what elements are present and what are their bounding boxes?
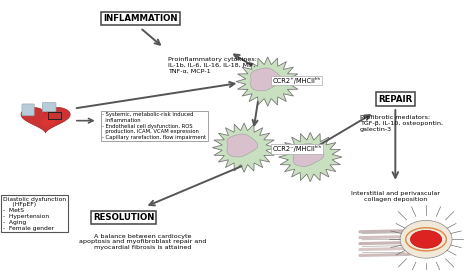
Polygon shape [227,134,258,157]
Text: CCR2⁺/MHCIIʰʰ: CCR2⁺/MHCIIʰʰ [273,77,320,84]
Text: Profibrotic mediators:
TGF-β, IL-10, osteopontin,
galectin-3: Profibrotic mediators: TGF-β, IL-10, ost… [360,115,443,132]
Polygon shape [212,123,276,172]
Text: RESOLUTION: RESOLUTION [93,213,154,222]
FancyBboxPatch shape [42,103,56,112]
Text: A balance between cardiocyte
apoptosis and myofibroblast repair and
myocardial f: A balance between cardiocyte apoptosis a… [79,234,206,250]
Text: INFLAMMATION: INFLAMMATION [103,14,177,23]
Polygon shape [21,108,70,133]
Text: Proinflammatory cytokines:
IL-1b, IL-6, IL-16, IL-18, MIF,
TNF-α, MCP-1: Proinflammatory cytokines: IL-1b, IL-6, … [168,57,257,74]
Polygon shape [279,133,342,182]
Text: Diastolic dysfunction
     (HFpEF)
-  MetS
-  Hypertension
-  Aging
-  Female ge: Diastolic dysfunction (HFpEF) - MetS - H… [3,197,66,231]
Circle shape [41,118,55,126]
Polygon shape [293,143,324,166]
Polygon shape [400,220,452,258]
FancyBboxPatch shape [22,104,34,116]
Text: Interstitial and perivascular
collagen deposition: Interstitial and perivascular collagen d… [351,191,440,202]
Text: REPAIR: REPAIR [378,95,412,104]
Polygon shape [251,68,282,91]
Text: - Systemic, metabolic-risk induced
  inflammation
- Endothelial cell dysfunction: - Systemic, metabolic-risk induced infla… [102,112,207,140]
Circle shape [410,230,442,248]
Text: CCR2⁻/MHCIIʰˡʰ: CCR2⁻/MHCIIʰˡʰ [273,146,321,153]
Polygon shape [236,57,300,106]
Bar [48,112,61,119]
